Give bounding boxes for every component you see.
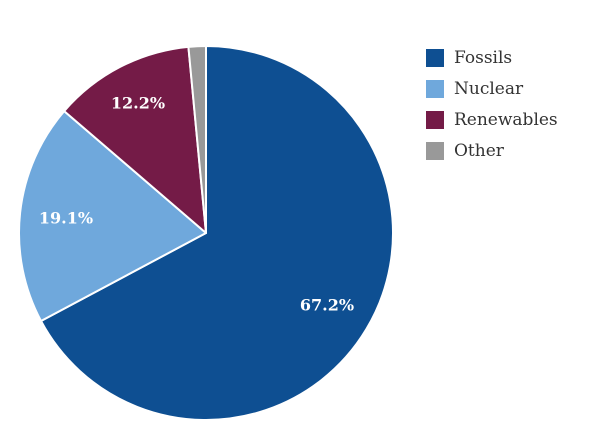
legend-item-renewables[interactable]: Renewables: [426, 104, 558, 135]
legend-label-renewables: Renewables: [454, 109, 558, 130]
slice-label-fossils: 67.2%: [300, 296, 354, 315]
slice-label-nuclear: 19.1%: [39, 209, 93, 228]
legend-item-nuclear[interactable]: Nuclear: [426, 73, 558, 104]
legend-item-fossils[interactable]: Fossils: [426, 42, 558, 73]
legend-swatch-nuclear: [426, 79, 444, 98]
legend-swatch-fossils: [426, 48, 444, 67]
pie-slice-fossils[interactable]: [40, 45, 394, 421]
legend-swatch-other: [426, 141, 444, 160]
legend-label-other: Other: [454, 140, 504, 161]
pie-slice-nuclear[interactable]: [18, 110, 207, 323]
pie-slice-other[interactable]: [187, 45, 207, 234]
slice-label-renewables: 12.2%: [111, 94, 165, 113]
legend-label-fossils: Fossils: [454, 47, 513, 68]
legend: Fossils Nuclear Renewables Other: [426, 42, 558, 166]
legend-label-nuclear: Nuclear: [454, 78, 524, 99]
legend-item-other[interactable]: Other: [426, 135, 558, 166]
pie-slice-renewables[interactable]: [63, 45, 207, 234]
legend-swatch-renewables: [426, 110, 444, 129]
